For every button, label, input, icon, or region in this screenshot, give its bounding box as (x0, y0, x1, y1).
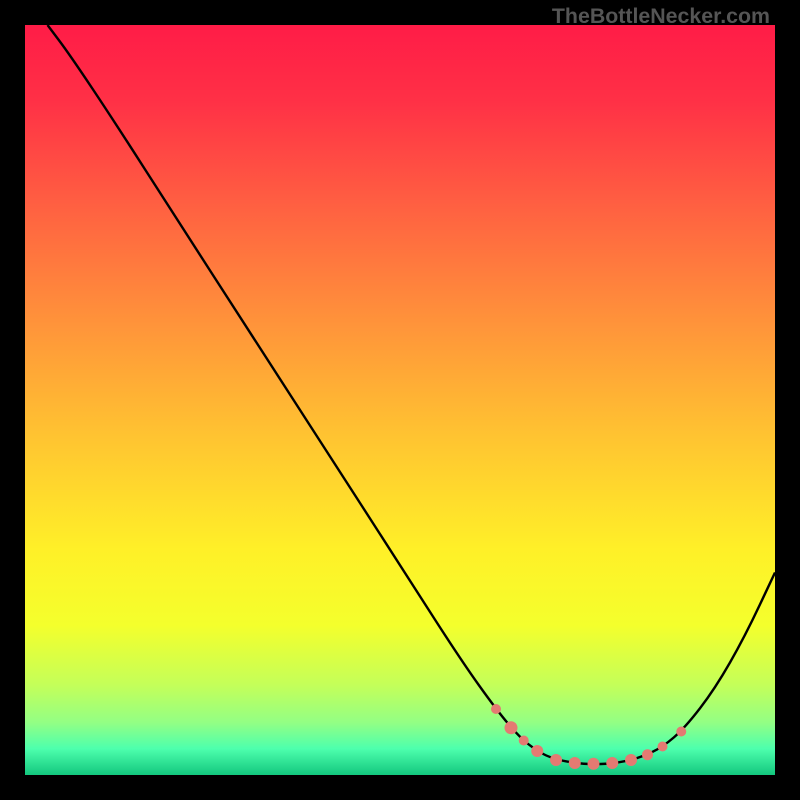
watermark-text: TheBottleNecker.com (552, 4, 770, 29)
marker-dot (519, 736, 529, 746)
marker-dot (642, 749, 653, 760)
chart-svg (25, 25, 775, 775)
marker-dot (606, 757, 618, 769)
marker-dot (658, 742, 668, 752)
marker-dot (569, 757, 581, 769)
marker-dot (676, 727, 686, 737)
marker-dot (588, 758, 600, 770)
marker-dot (531, 745, 543, 757)
marker-dot (625, 754, 637, 766)
marker-dot (491, 704, 501, 714)
marker-dot (505, 721, 518, 734)
marker-dot (550, 754, 562, 766)
bottleneck-curve (48, 25, 776, 764)
plot-area (25, 25, 775, 775)
